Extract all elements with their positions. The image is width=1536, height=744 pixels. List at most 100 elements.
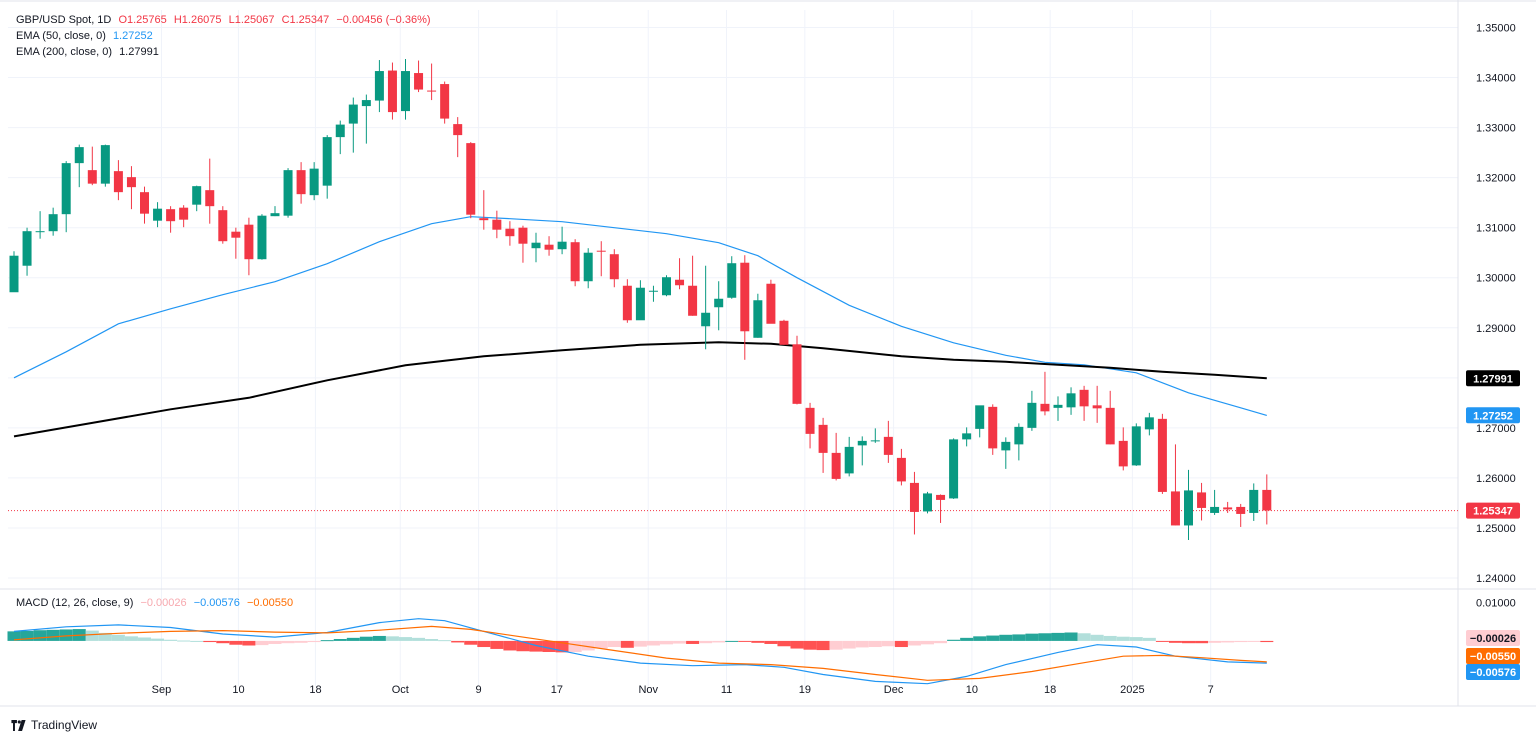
candle-body bbox=[610, 254, 619, 279]
macd-histogram-bar bbox=[960, 638, 973, 641]
candle-body bbox=[871, 440, 880, 441]
time-tick-label: 18 bbox=[1044, 684, 1056, 696]
ema50-price-badge: 1.27252 bbox=[1473, 410, 1513, 422]
macd-histogram-bar bbox=[86, 631, 99, 641]
time-tick-label: Oct bbox=[392, 684, 409, 696]
ema50-value: 1.27252 bbox=[113, 30, 153, 42]
price-tick-label: 1.24000 bbox=[1476, 573, 1516, 585]
candle-body bbox=[362, 100, 371, 106]
ema200-label: EMA (200, close, 0) bbox=[16, 46, 112, 58]
candle-body bbox=[532, 243, 541, 249]
macd-histogram-bar bbox=[673, 641, 686, 644]
symbol-legend: GBP/USD Spot, 1D O1.25765 H1.26075 L1.25… bbox=[16, 13, 435, 28]
candle-body bbox=[505, 229, 514, 237]
macd-histogram-bar bbox=[1130, 637, 1143, 641]
macd-histogram-bar bbox=[321, 640, 334, 641]
candle-body bbox=[962, 433, 971, 439]
macd-histogram-bar bbox=[1091, 635, 1104, 641]
candle-body bbox=[153, 209, 162, 221]
macd-histogram-bar bbox=[1169, 641, 1182, 643]
candle-body bbox=[662, 277, 671, 295]
candle-body bbox=[571, 242, 580, 281]
candle-body bbox=[727, 263, 736, 298]
macd-histogram-bar bbox=[477, 641, 490, 647]
candle-body bbox=[675, 280, 684, 286]
candle-body bbox=[845, 447, 854, 474]
time-tick-label: 19 bbox=[799, 684, 811, 696]
price-tick-label: 1.35000 bbox=[1476, 23, 1516, 35]
macd-histogram-bar bbox=[999, 635, 1012, 641]
macd-histogram-bar bbox=[164, 640, 177, 641]
ema200-legend[interactable]: EMA (200, close, 0) 1.27991 bbox=[16, 45, 163, 60]
macd-histogram-bar bbox=[138, 637, 151, 640]
macd-tick-label: 0.01000 bbox=[1476, 598, 1516, 610]
macd-histogram-bar bbox=[660, 641, 673, 644]
candle-body bbox=[623, 286, 632, 321]
macd-histogram-bar bbox=[295, 641, 308, 643]
macd-histogram-bar bbox=[1038, 633, 1051, 641]
candle-body bbox=[205, 190, 214, 206]
macd-histogram-bar bbox=[412, 638, 425, 641]
time-tick-label: 17 bbox=[551, 684, 563, 696]
price-tick-label: 1.26000 bbox=[1476, 473, 1516, 485]
macd-histogram-bar bbox=[255, 641, 268, 645]
price-tick-label: 1.34000 bbox=[1476, 73, 1516, 85]
candle-body bbox=[466, 143, 475, 215]
candle-body bbox=[257, 216, 266, 260]
macd-histogram-bar bbox=[451, 641, 464, 643]
candle-body bbox=[545, 245, 554, 250]
change-value: −0.00456 (−0.36%) bbox=[336, 14, 430, 26]
macd-legend[interactable]: MACD (12, 26, close, 9) −0.00026 −0.0057… bbox=[16, 596, 297, 611]
macd-histogram-bar bbox=[1025, 634, 1038, 641]
macd-histogram-bar bbox=[791, 641, 804, 649]
tradingview-logo-icon bbox=[10, 720, 27, 731]
candle-body bbox=[75, 147, 84, 163]
candle-body bbox=[1014, 427, 1023, 445]
candle-body bbox=[1223, 507, 1232, 509]
macd-histogram-bar bbox=[699, 641, 712, 643]
macd-histogram-bar bbox=[569, 641, 582, 652]
ema200-price-badge: 1.27991 bbox=[1473, 373, 1513, 385]
macd-histogram-bar bbox=[386, 636, 399, 641]
candle-body bbox=[297, 170, 306, 194]
price-tick-label: 1.30000 bbox=[1476, 273, 1516, 285]
tradingview-footer[interactable]: TradingView bbox=[10, 718, 97, 732]
candle-body bbox=[36, 231, 45, 232]
candle-body bbox=[349, 105, 358, 124]
macd-histogram-bar bbox=[1143, 638, 1156, 641]
macd-histogram-bar bbox=[777, 641, 790, 646]
macd-histogram-bar bbox=[464, 641, 477, 645]
macd-histogram-bar bbox=[190, 641, 203, 642]
macd-histogram-bar bbox=[282, 641, 295, 643]
candle-body bbox=[819, 425, 828, 453]
macd-histogram-bar bbox=[503, 641, 516, 651]
macd-histogram-bar bbox=[177, 641, 190, 642]
candle-body bbox=[1171, 491, 1180, 525]
candle-body bbox=[884, 437, 893, 455]
macd-line bbox=[14, 619, 1267, 684]
price-tick-label: 1.29000 bbox=[1476, 323, 1516, 335]
macd-histogram-bar bbox=[804, 641, 817, 650]
macd-line-badge: −0.00576 bbox=[1470, 667, 1516, 679]
macd-histogram-bar bbox=[986, 636, 999, 641]
price-tick-label: 1.32000 bbox=[1476, 173, 1516, 185]
candle-body bbox=[10, 256, 19, 293]
candle-body bbox=[1197, 492, 1206, 508]
macd-line-value: −0.00576 bbox=[194, 597, 240, 609]
symbol-name[interactable]: GBP/USD Spot, 1D bbox=[16, 14, 111, 26]
macd-histogram-bar bbox=[1156, 641, 1169, 642]
time-axis[interactable]: Sep 10 18 Oct 9 17 Nov 11 19 Dec 10 18 2025 7 bbox=[152, 684, 1214, 696]
candles bbox=[10, 59, 1272, 540]
macd-histogram-bar bbox=[882, 641, 895, 646]
macd-histogram-bar bbox=[1195, 641, 1208, 643]
candle-body bbox=[740, 263, 749, 332]
macd-histogram-bar bbox=[843, 641, 856, 649]
ema50-legend[interactable]: EMA (50, close, 0) 1.27252 bbox=[16, 29, 157, 44]
candle-body bbox=[988, 407, 997, 449]
candle-body bbox=[518, 228, 527, 244]
candle-body bbox=[636, 288, 645, 321]
candle-body bbox=[192, 186, 201, 205]
macd-histogram-bar bbox=[125, 636, 138, 641]
candle-body bbox=[1158, 419, 1167, 492]
